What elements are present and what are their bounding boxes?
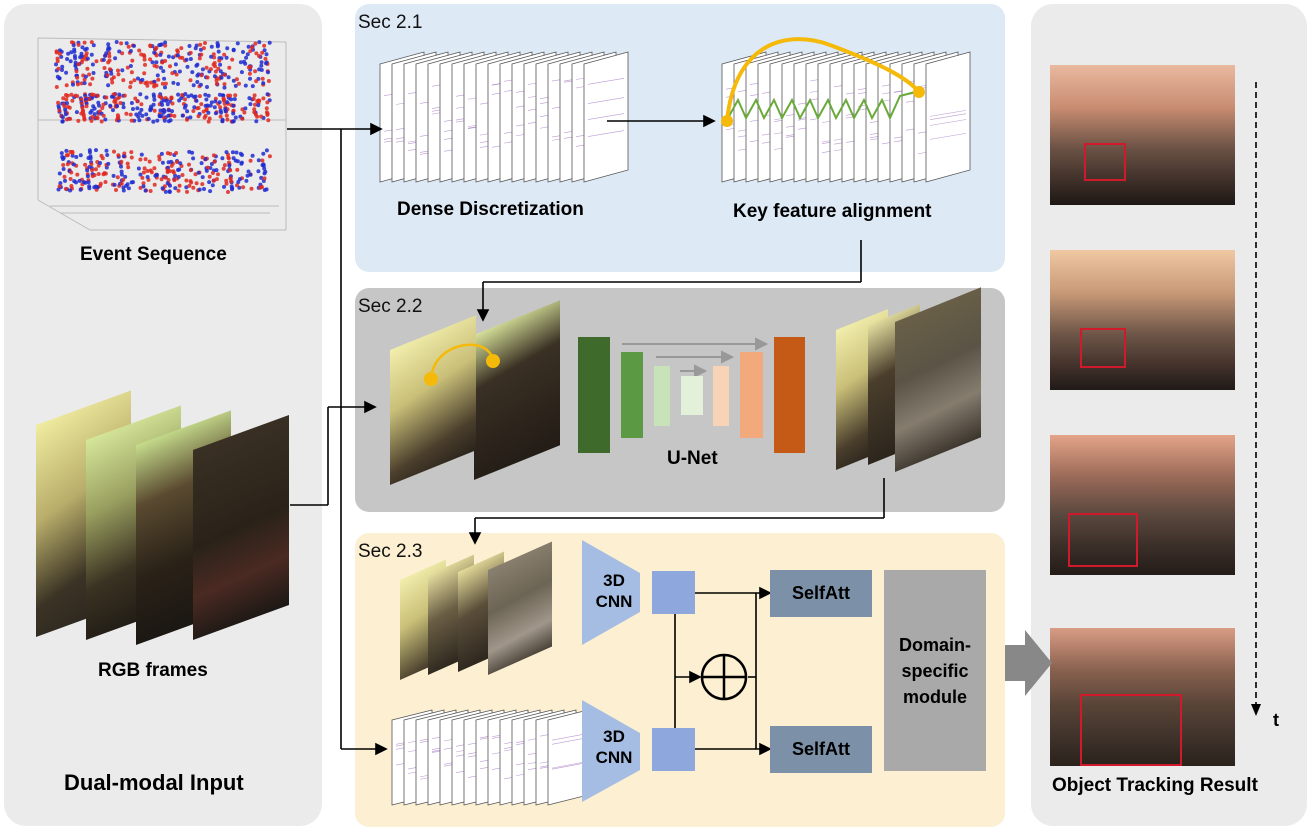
unet-bottleneck-block xyxy=(681,376,703,415)
alignment-zigzag xyxy=(727,91,916,121)
unet-encoder-block-3 xyxy=(654,366,670,426)
time-axis-label: t xyxy=(1273,710,1279,730)
sec-2-2-label: Sec 2.2 xyxy=(358,296,423,317)
cnn-top-shape xyxy=(582,540,640,645)
tracking-box-1 xyxy=(1084,143,1126,181)
interpolation-point-a xyxy=(424,372,438,386)
cnn-bottom-label: 3D CNN xyxy=(595,727,633,767)
alignment-point-end xyxy=(913,86,925,98)
selfatt-bottom-box: SelfAtt xyxy=(770,726,872,773)
event-frame xyxy=(925,51,971,183)
tracking-box-3 xyxy=(1068,513,1138,567)
event-frame xyxy=(547,709,589,806)
cnn-bottom-shape xyxy=(582,700,640,802)
key-feature-alignment-label: Key feature alignment xyxy=(733,201,932,222)
tracking-frame-2 xyxy=(1050,250,1235,390)
unet-decoder-block-2 xyxy=(740,352,763,438)
sec23-event-stack xyxy=(391,709,589,806)
event-band-3 xyxy=(56,148,272,194)
alignment-arc xyxy=(725,37,921,122)
object-tracking-result-title: Object Tracking Result xyxy=(1052,775,1258,796)
unet-decoder-block-1 xyxy=(713,366,729,426)
tracking-box-4 xyxy=(1080,694,1182,766)
unet-encoder-block-1 xyxy=(578,337,610,453)
domain-specific-module-label: Domain-specific module xyxy=(899,634,971,707)
domain-specific-module-box: Domain-specific module xyxy=(884,570,986,771)
selfatt-top-box: SelfAtt xyxy=(770,570,872,617)
cnn-top-label: 3D CNN xyxy=(595,571,633,611)
sec-2-3-label: Sec 2.3 xyxy=(358,541,423,562)
event-band-1 xyxy=(54,40,272,90)
unet-decoder-block-3 xyxy=(774,337,805,453)
rgb-frames-label: RGB frames xyxy=(98,660,208,681)
dense-discretization-stack xyxy=(379,51,629,183)
tracking-frame-4 xyxy=(1050,628,1235,766)
feature-box-bottom xyxy=(652,728,695,771)
feature-box-top xyxy=(652,571,695,614)
sec-2-1-label: Sec 2.1 xyxy=(358,12,423,33)
event-point-bands xyxy=(54,40,272,194)
selfatt-top-label: SelfAtt xyxy=(792,583,850,603)
tracking-box-2 xyxy=(1080,328,1126,368)
tracking-frame-1 xyxy=(1050,65,1235,205)
dense-discretization-label: Dense Discretization xyxy=(397,199,584,220)
interpolation-arc xyxy=(429,343,495,379)
selfatt-bottom-label: SelfAtt xyxy=(792,739,850,759)
key-feature-alignment-stack xyxy=(721,51,971,183)
unet-encoder-block-2 xyxy=(621,352,643,438)
result-arrow xyxy=(1005,630,1052,696)
dual-modal-input-title: Dual-modal Input xyxy=(64,770,244,795)
event-sequence-label: Event Sequence xyxy=(80,244,227,265)
interpolation-point-b xyxy=(486,354,500,368)
event-band-2 xyxy=(56,92,272,124)
alignment-point-start xyxy=(721,115,733,127)
tracking-frame-3 xyxy=(1050,435,1235,575)
unet-label: U-Net xyxy=(667,448,718,469)
event-frame xyxy=(583,51,629,183)
